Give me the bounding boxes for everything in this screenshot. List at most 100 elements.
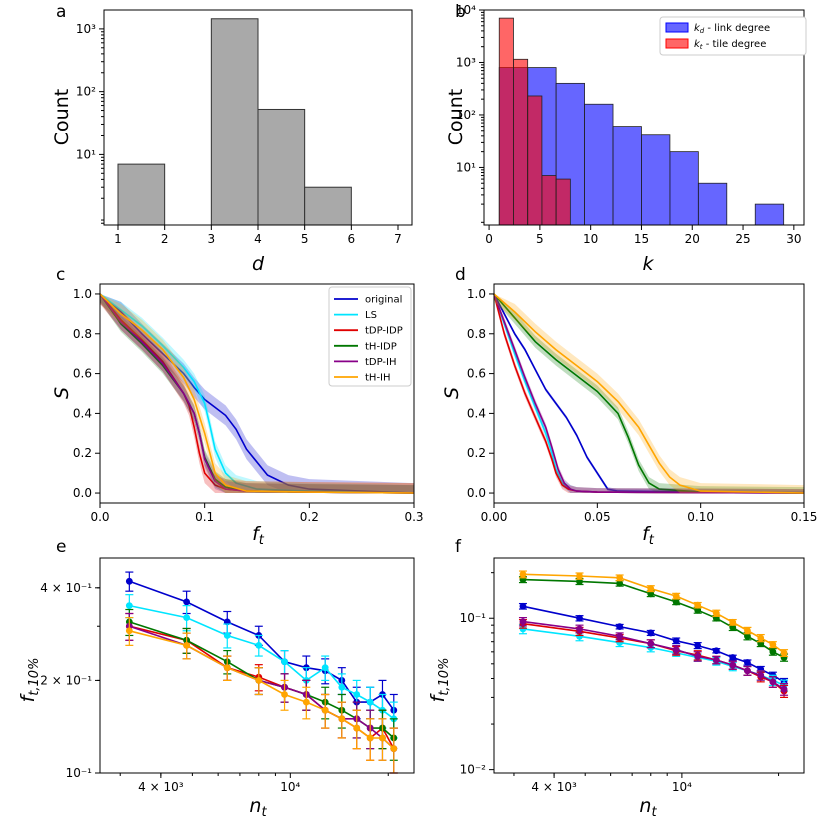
x-tick-label: 0.1: [195, 510, 214, 524]
uncertainty-band-tH-IH: [100, 294, 414, 493]
panel-b-ylabel: Count: [445, 89, 467, 145]
data-point-tH-IH: [647, 585, 655, 592]
panel-e-xlabel: nt: [249, 795, 267, 820]
axes-frame: [483, 9, 805, 226]
x-tick-label: 10⁴: [672, 780, 692, 794]
data-point-tH-IH: [338, 715, 346, 723]
data-point-tH-IH: [223, 664, 231, 672]
x-tick-label: 0.05: [584, 510, 611, 524]
legend-label-kt: kt - tile degree: [694, 39, 766, 51]
y-tick-label: 0.4: [467, 406, 486, 420]
x-tick-label: 30: [786, 232, 801, 246]
data-point-tDP-IH: [757, 671, 765, 679]
panel-f-ylabel: ft,10%: [427, 658, 452, 703]
tile-degree-bar: [498, 17, 514, 226]
y-tick-label: 10¹: [76, 147, 96, 161]
x-tick-label: 4: [254, 232, 262, 246]
y-tick-label: 10⁻¹: [66, 766, 93, 780]
link-degree-bar: [584, 103, 614, 226]
link-degree-bar: [697, 182, 728, 226]
data-point-tH-IH: [321, 706, 329, 714]
x-tick-label: 5: [536, 232, 544, 246]
y-tick-label: 0.8: [73, 327, 92, 341]
x-tick-label: 5: [301, 232, 309, 246]
data-point-tH-IH: [366, 734, 374, 742]
x-tick-label: 15: [634, 232, 649, 246]
x-tick-label: 25: [735, 232, 750, 246]
tile-degree-bar: [527, 95, 543, 226]
series-line-LS: [99, 293, 415, 494]
panel-letter-d: d: [455, 265, 466, 285]
x-tick-label: 6: [348, 232, 356, 246]
panel-e-ylabel: ft,10%: [17, 658, 42, 703]
data-point-original: [694, 642, 702, 649]
panel-b: b Count k 0 5 10 15 20 25 30 10¹ 10² 10³ 10⁴ kd - …: [445, 2, 807, 275]
legend-label-LS: LS: [365, 310, 377, 321]
data-point-tH-IDP: [769, 648, 777, 656]
data-point-original: [616, 623, 624, 631]
y-tick-label: 0.4: [73, 406, 92, 420]
y-tick-label: 0.2: [467, 446, 486, 460]
axes-frame: [99, 557, 415, 774]
data-point-tH-IH: [694, 601, 702, 609]
data-point-original: [744, 659, 751, 666]
data-point-LS: [223, 632, 231, 639]
data-point-LS: [255, 641, 263, 649]
panel-b-xlabel: k: [642, 253, 654, 275]
data-point-tH-IH: [255, 677, 263, 684]
x-tick-label: 3: [208, 232, 216, 246]
axes-frame: [493, 283, 805, 504]
panel-a-ylabel: Count: [51, 89, 73, 145]
uncertainty-band-tDP-IH: [494, 294, 804, 493]
data-point-original: [672, 637, 680, 645]
data-point-tH-IH: [744, 627, 751, 634]
x-tick-label: 0.0: [90, 510, 109, 524]
x-tick-label: 0.00: [481, 510, 508, 524]
legend-frame: [659, 16, 807, 56]
y-tick-label: 10⁴: [456, 3, 476, 17]
series-line-LS: [493, 293, 805, 494]
y-tick-label: 0.8: [467, 327, 486, 341]
y-tick-label: 10⁻¹: [460, 611, 487, 625]
y-tick-label: 2 × 10⁻¹: [40, 673, 92, 687]
panel-e: e ft,10% nt 4 × 10³ 10⁴ 10⁻¹ 2 × 10⁻¹ 4 × 10…: [17, 537, 415, 820]
x-tick-label: 0: [485, 232, 493, 246]
data-point-tH-IDP: [744, 632, 751, 640]
panel-d-xlabel: ft: [642, 523, 655, 548]
uncertainty-band-LS: [494, 294, 804, 493]
x-tick-label: 20: [685, 232, 700, 246]
uncertainty-band-tH-IDP: [494, 294, 804, 493]
uncertainty-band-original: [494, 294, 804, 493]
y-tick-label: 0.0: [467, 486, 486, 500]
data-point-tDP-IH: [780, 685, 788, 693]
panel-d-ylabel: S: [441, 387, 463, 399]
legend-label-tH-IDP: tH-IDP: [365, 341, 397, 352]
x-tick-label: 0.2: [300, 510, 319, 524]
data-point-original: [647, 629, 655, 637]
data-point-LS: [576, 632, 583, 640]
data-point-tH-IH: [519, 570, 527, 578]
y-tick-label: 10²: [456, 108, 476, 122]
legend-swatch-kd: [665, 22, 689, 33]
data-point-LS: [353, 691, 361, 698]
series-line-original: [493, 293, 805, 494]
data-point-LS: [281, 658, 288, 666]
data-point-tDP-IH: [769, 678, 777, 686]
panel-letter-f: f: [455, 537, 462, 557]
data-point-tDP-IH: [576, 625, 583, 633]
panel-letter-c: c: [56, 265, 65, 285]
data-point-tH-IH: [712, 609, 720, 617]
data-point-tH-IH: [769, 641, 777, 648]
data-point-tH-IH: [183, 641, 191, 649]
tile-degree-bar: [555, 178, 571, 226]
data-point-tDP-IH: [694, 652, 702, 660]
data-point-tDP-IH: [647, 640, 655, 647]
data-point-tH-IH: [353, 724, 361, 732]
data-point-original: [183, 598, 191, 606]
link-degree-bar: [612, 126, 642, 226]
data-point-tH-IH: [390, 745, 398, 753]
x-tick-label: 4 × 10³: [138, 780, 184, 794]
panel-c-xlabel: ft: [252, 523, 265, 548]
series-line-tH-IH: [129, 630, 395, 750]
